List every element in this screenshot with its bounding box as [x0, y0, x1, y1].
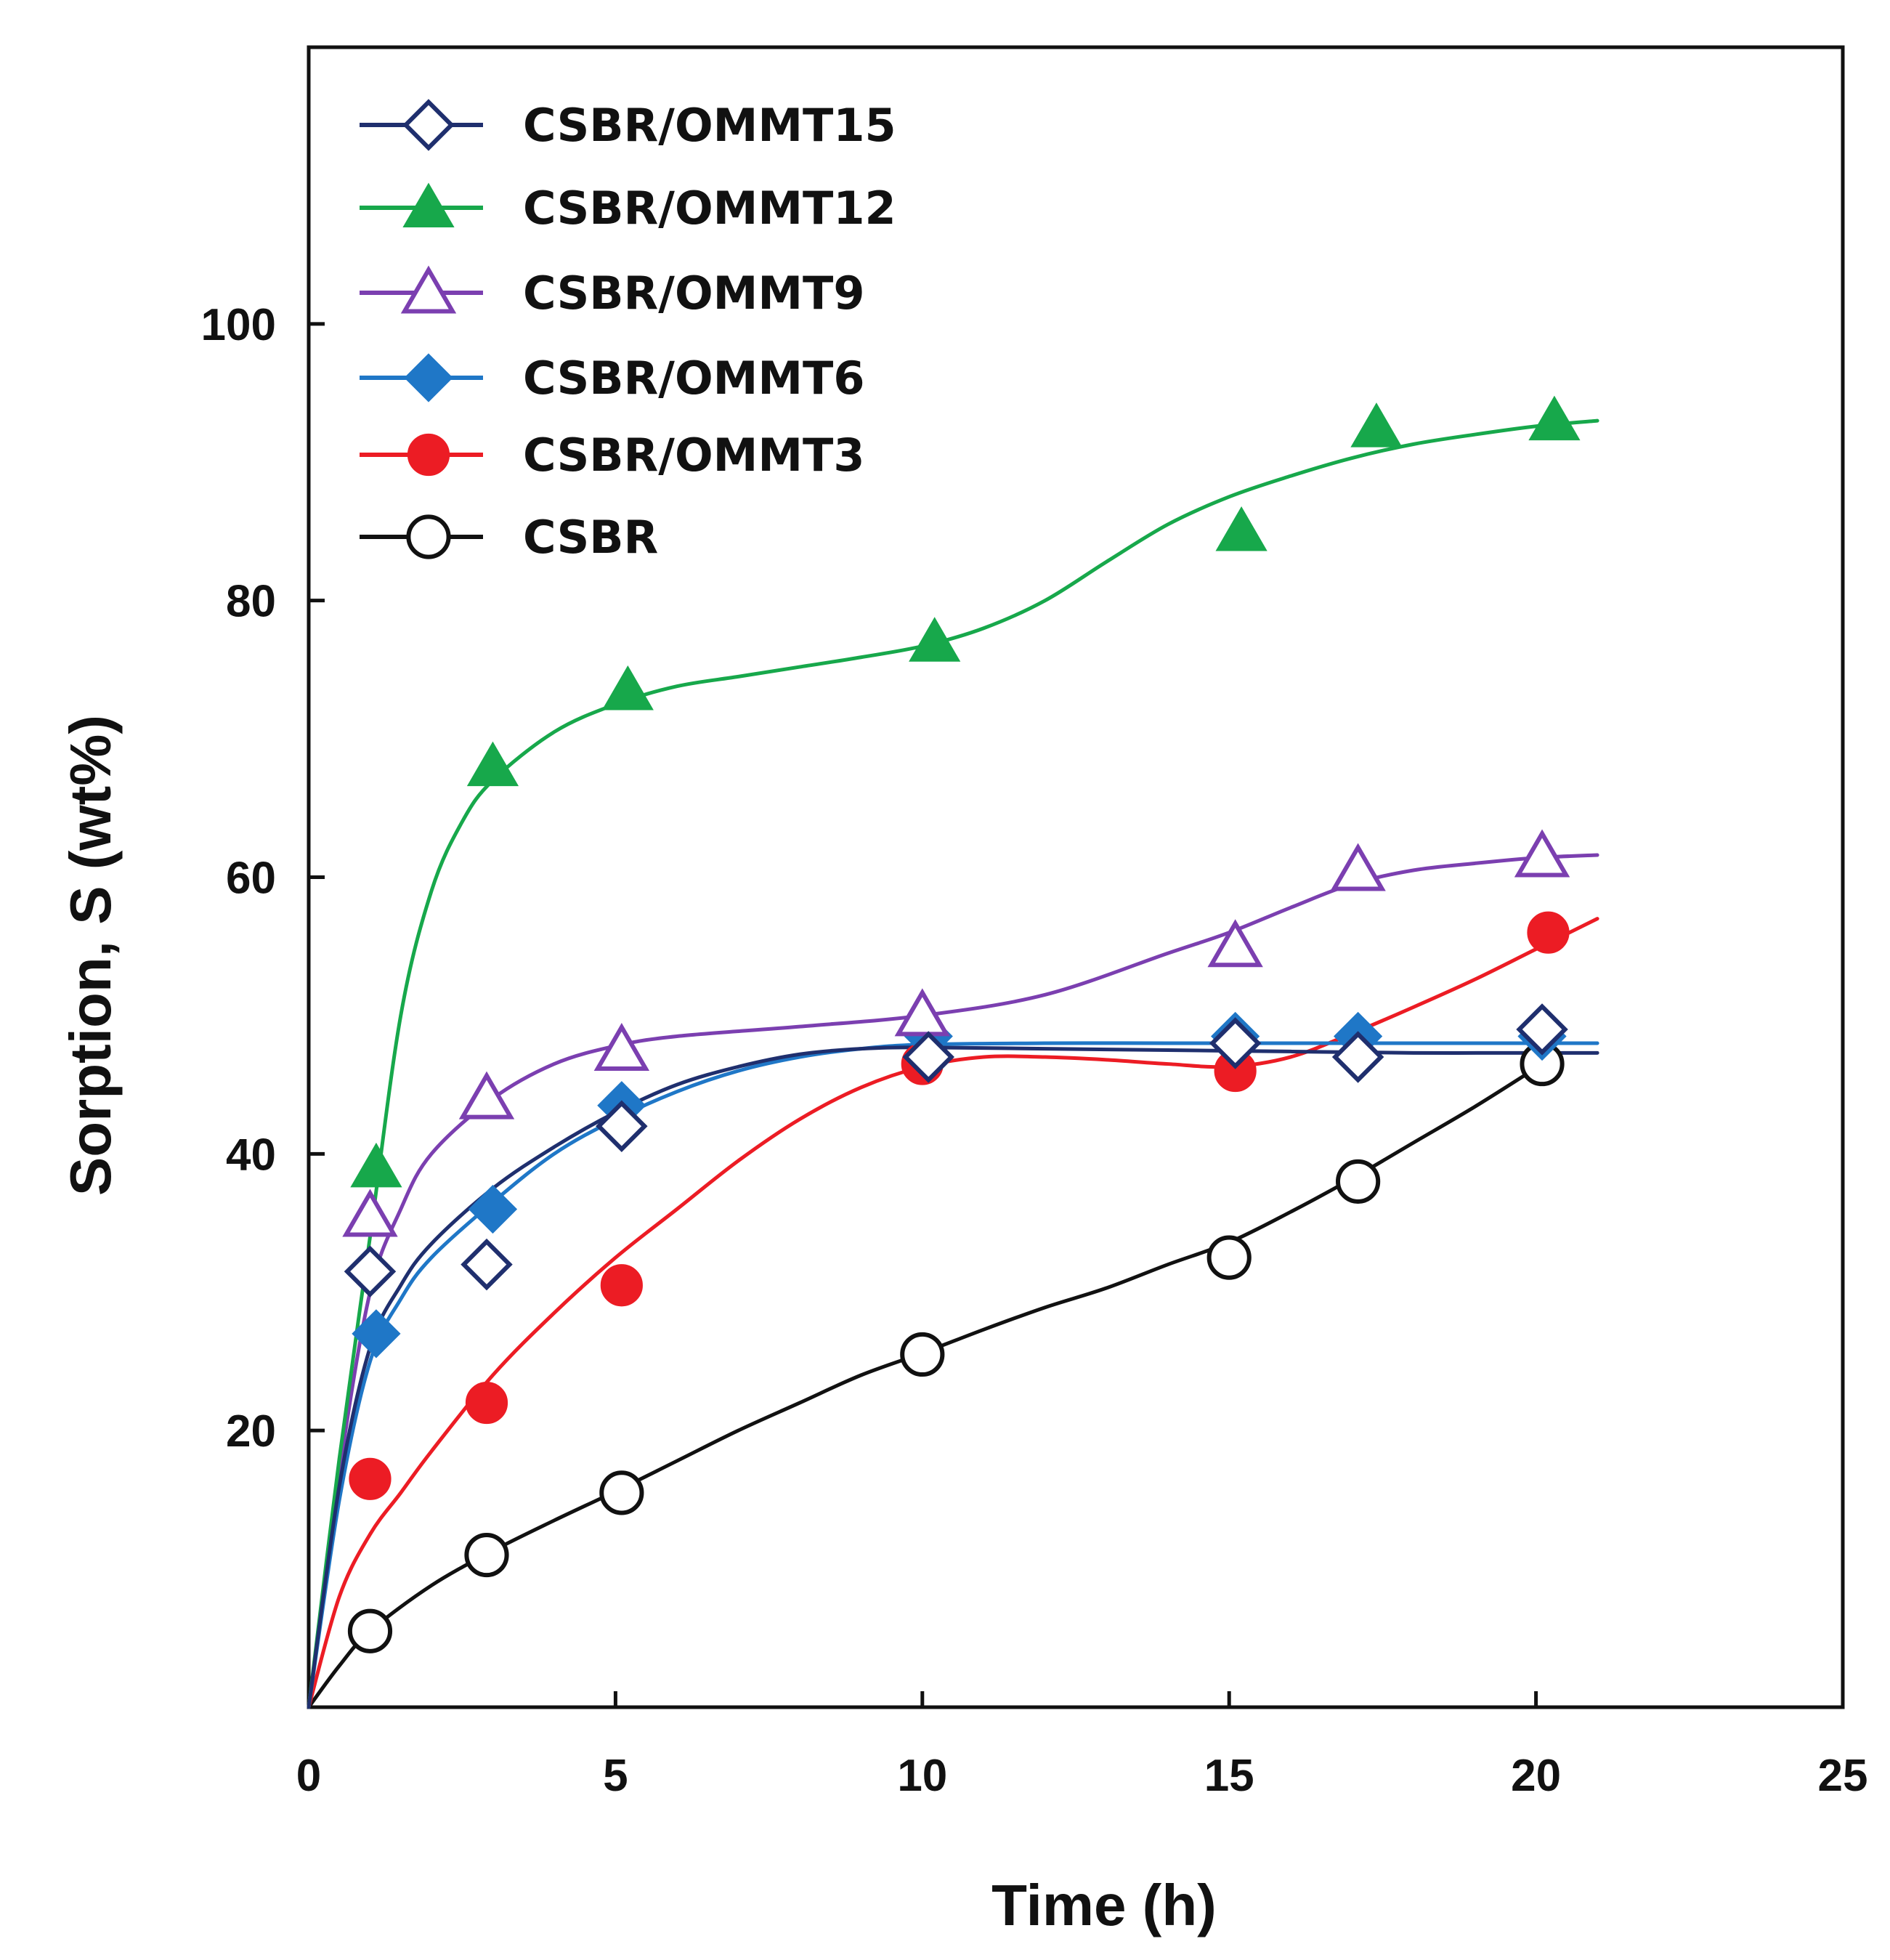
x-tick-label: 25	[1818, 1751, 1868, 1801]
x-tick-label: 5	[603, 1751, 628, 1801]
data-point-csbr	[599, 1470, 644, 1515]
legend-label-csbr-ommt12: CSBR/OMMT12	[523, 182, 896, 235]
data-point-csbr-ommt6	[468, 1184, 518, 1234]
series-line-csbr-ommt12	[307, 418, 1599, 1709]
plot-frame-group: 0 5 10 15 20 25 20 40 60 80 100	[201, 45, 1868, 1801]
data-point-csbr-ommt9	[1514, 829, 1570, 878]
data-point-csbr-ommt12	[350, 1142, 402, 1188]
legend-label-csbr: CSBR	[523, 511, 658, 564]
data-point-csbr-ommt15	[1516, 1003, 1568, 1056]
legend-label-csbr-ommt6: CSBR/OMMT6	[523, 352, 864, 405]
data-point-csbr-ommt12	[466, 741, 519, 787]
x-tick-label: 20	[1511, 1751, 1561, 1801]
data-point-csbr	[1336, 1159, 1381, 1204]
data-point-csbr-ommt9	[342, 1188, 398, 1237]
data-point-csbr-ommt15	[902, 1031, 954, 1083]
data-point-csbr-ommt12	[601, 665, 654, 710]
legend-marker-csbr-ommt3	[407, 433, 450, 477]
y-tick-label: 60	[226, 854, 276, 904]
x-axis-title: Time (h)	[991, 1873, 1217, 1937]
data-point-csbr-ommt9	[458, 1071, 515, 1119]
legend: CSBR/OMMT15 CSBR/OMMT12 CSBR/OMMT9 CSBR/OMM…	[360, 99, 896, 564]
data-point-csbr-ommt12	[909, 617, 961, 662]
data-point-csbr-ommt3	[1527, 911, 1570, 954]
legend-marker-csbr	[406, 514, 451, 559]
data-point-csbr-ommt3	[349, 1457, 392, 1500]
y-tick-label: 20	[226, 1406, 276, 1457]
data-point-csbr-ommt15	[596, 1100, 648, 1152]
x-tick-label: 15	[1204, 1751, 1254, 1801]
data-point-csbr-ommt9	[593, 1023, 650, 1072]
series-markers	[342, 395, 1581, 1653]
legend-label-csbr-ommt15: CSBR/OMMT15	[523, 99, 896, 152]
y-tick-label: 80	[226, 577, 276, 627]
data-point-csbr-ommt9	[1330, 843, 1386, 891]
x-tick-label: 0	[296, 1751, 321, 1801]
data-point-csbr-ommt15	[1209, 1017, 1262, 1069]
data-point-csbr-ommt12	[1528, 395, 1581, 441]
legend-label-csbr-ommt9: CSBR/OMMT9	[523, 267, 864, 320]
series-curves	[307, 418, 1599, 1709]
series-line-csbr-ommt6	[307, 1041, 1599, 1709]
series-line-csbr-ommt3	[307, 917, 1599, 1709]
data-point-csbr-ommt6	[352, 1309, 401, 1358]
legend-marker-csbr-ommt12	[402, 182, 455, 227]
data-point-csbr-ommt12	[1215, 506, 1268, 551]
y-tick-label: 40	[226, 1130, 276, 1180]
data-point-csbr	[900, 1332, 945, 1377]
data-point-csbr-ommt9	[894, 988, 951, 1037]
data-point-csbr-ommt15	[461, 1238, 513, 1291]
data-point-csbr	[464, 1532, 509, 1578]
data-point-csbr	[347, 1608, 393, 1653]
legend-label-csbr-ommt3: CSBR/OMMT3	[523, 429, 864, 482]
y-axis-title: Sorption, S (wt%)	[58, 715, 123, 1196]
x-tick-label: 10	[897, 1751, 947, 1801]
legend-marker-csbr-ommt15	[402, 99, 455, 151]
data-point-csbr-ommt15	[1331, 1031, 1384, 1083]
legend-marker-csbr-ommt9	[400, 265, 457, 314]
data-point-csbr	[1206, 1235, 1252, 1280]
series-line-csbr-ommt9	[307, 853, 1599, 1709]
data-point-csbr-ommt3	[600, 1264, 643, 1307]
data-point-csbr-ommt3	[465, 1381, 508, 1425]
data-point-csbr-ommt9	[1207, 919, 1263, 968]
y-tick-label: 100	[201, 300, 276, 350]
data-point-csbr-ommt12	[1350, 402, 1403, 448]
data-point-csbr-ommt15	[344, 1245, 397, 1297]
legend-marker-csbr-ommt6	[404, 353, 453, 402]
